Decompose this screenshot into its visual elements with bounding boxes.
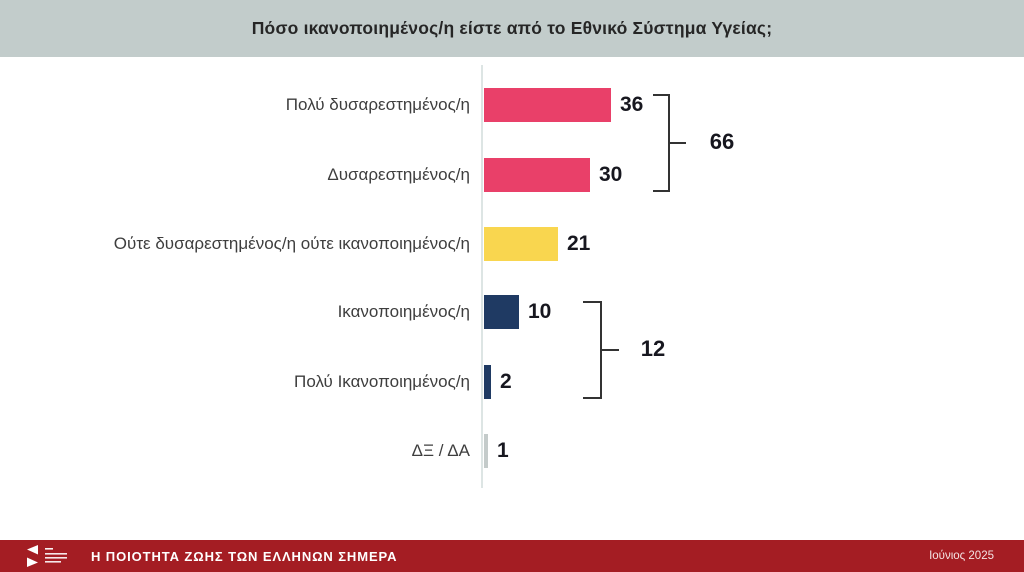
bracket-line xyxy=(668,94,670,192)
category-label: Πολύ δυσαρεστημένος/η xyxy=(285,95,470,114)
category-label: Ικανοποιημένος/η xyxy=(337,302,470,321)
bracket-line xyxy=(670,142,686,144)
logo-icon xyxy=(25,544,71,568)
category-label: Πολύ Ικανοποιημένος/η xyxy=(294,372,470,391)
footer-band: Η ΠΟΙΟΤΗΤΑ ΖΩΗΣ ΤΩΝ ΕΛΛΗΝΩΝ ΣΗΜΕΡΑ Ιούνι… xyxy=(0,540,1024,572)
value-label: 36 xyxy=(620,93,644,116)
bar xyxy=(484,158,590,192)
bar xyxy=(484,227,558,261)
value-label: 1 xyxy=(497,439,509,462)
group-sum-label: 12 xyxy=(640,336,666,361)
axis-baseline xyxy=(481,65,483,488)
group-sum-label: 66 xyxy=(709,129,735,154)
category-label: Δυσαρεστημένος/η xyxy=(327,165,470,184)
bar xyxy=(484,88,611,122)
value-label: 30 xyxy=(599,163,623,186)
value-label: 10 xyxy=(528,300,552,323)
bracket-line xyxy=(602,349,619,351)
header-band: Πόσο ικανοποιημένος/η είστε από το Εθνικ… xyxy=(0,0,1024,57)
value-label: 2 xyxy=(500,370,512,393)
bracket-line xyxy=(653,94,668,96)
bracket-line xyxy=(600,301,602,399)
category-label: ΔΞ / ΔΑ xyxy=(411,441,470,460)
category-label: Ούτε δυσαρεστημένος/η ούτε ικανοποιημένο… xyxy=(113,234,470,253)
bracket-line xyxy=(583,301,600,303)
bracket-line xyxy=(653,190,668,192)
bar xyxy=(484,365,491,399)
bar xyxy=(484,434,488,468)
footer-date: Ιούνιος 2025 xyxy=(929,550,994,562)
bar xyxy=(484,295,519,329)
bracket-line xyxy=(583,397,600,399)
chart-title: Πόσο ικανοποιημένος/η είστε από το Εθνικ… xyxy=(251,18,773,38)
footer-title: Η ΠΟΙΟΤΗΤΑ ΖΩΗΣ ΤΩΝ ΕΛΛΗΝΩΝ ΣΗΜΕΡΑ xyxy=(91,548,398,564)
chart-area: Πολύ δυσαρεστημένος/η 36 Δυσαρεστημένος/η 3… xyxy=(113,65,735,488)
value-label: 21 xyxy=(567,232,591,255)
